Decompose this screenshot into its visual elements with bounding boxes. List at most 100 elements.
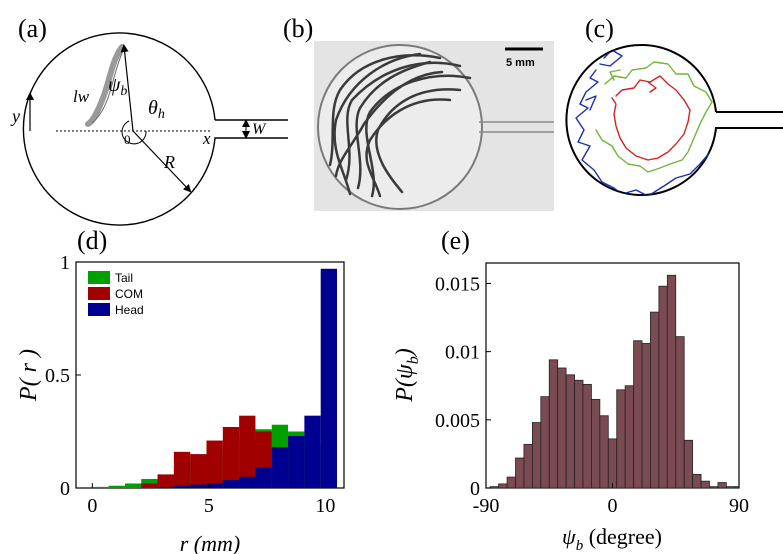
d-ytick-label-2: 1	[60, 252, 70, 274]
bar-head-13	[304, 415, 321, 488]
chart-d-xticks: 0 5 10	[87, 483, 335, 517]
chart-e-yticks: 0 0.005 0.01 0.015	[435, 273, 491, 500]
psi-bar-25	[700, 480, 710, 489]
W-label: W	[252, 121, 267, 138]
psi-bar-17	[633, 340, 643, 489]
e-xtick-label-2: 90	[729, 495, 749, 517]
d-xtick-label-2: 10	[315, 495, 335, 517]
R-arrow	[132, 130, 192, 193]
bar-com-8	[222, 426, 240, 488]
bar-head-8	[222, 480, 240, 488]
bar-head-7	[206, 483, 223, 488]
photo-channel	[479, 121, 554, 133]
bar-com-5	[173, 451, 191, 488]
bar-head-4	[157, 486, 174, 488]
psi-bar-7	[548, 359, 559, 489]
chamber-outline	[22, 32, 288, 226]
psi-bar-27	[717, 482, 727, 489]
psi-bar-0	[489, 486, 500, 489]
psi-bar-9	[565, 374, 575, 489]
psi-bar-11	[582, 383, 592, 489]
theta-label: θh	[148, 97, 165, 122]
tail-trajectory	[595, 61, 713, 173]
bar-com-4	[157, 474, 174, 488]
worm-body-outline	[91, 46, 126, 124]
psi-bar-12	[591, 398, 601, 489]
psi-bar-13	[599, 415, 609, 489]
chart-e-ylabel: P(ψb)	[392, 348, 422, 403]
d-ytick-label-1: 0.5	[45, 365, 70, 387]
psi-bar-1	[498, 483, 508, 489]
psi-bar-21	[666, 274, 677, 489]
bar-com-6	[190, 454, 207, 488]
bar-head-5	[173, 485, 191, 488]
e-ytick-label-3: 0.015	[435, 273, 480, 295]
d-ytick-label-0: 0	[60, 478, 70, 500]
psi-label: ψb	[108, 74, 127, 99]
psi-bar-5	[531, 422, 542, 489]
chamber-c-outline	[565, 44, 783, 196]
psi-bar-16	[624, 385, 634, 489]
bar-head-12	[288, 436, 305, 488]
d-xtick-label-1: 5	[204, 495, 214, 517]
bar-head-10	[255, 467, 272, 488]
legend-label-head: Head	[115, 303, 144, 317]
bar-com-3	[141, 483, 158, 488]
legend-swatch-head	[88, 303, 110, 316]
psi-bar-28	[725, 486, 736, 489]
bar-tail-1	[108, 485, 125, 488]
chart-d-bars	[92, 268, 338, 488]
chart-e-xlabel: ψb (degree)	[562, 524, 662, 554]
e-xtick-label-0: -90	[473, 495, 500, 517]
com-trajectory	[611, 75, 691, 161]
e-ytick-label-2: 0.01	[445, 342, 480, 364]
panel-e-label: (e)	[441, 226, 470, 255]
bar-com-9	[239, 415, 256, 488]
psi-bar-19	[650, 311, 660, 489]
psi-bar-24	[692, 473, 702, 489]
e-xtick-label-1: 0	[608, 495, 618, 517]
psi-bar-26	[709, 486, 719, 489]
bar-tail-3	[141, 478, 158, 488]
axis-y-label: y	[10, 106, 20, 126]
panel-c-label: (c)	[585, 14, 614, 43]
worm-body	[85, 44, 125, 127]
panel-c: (c)	[565, 14, 783, 196]
chart-e-bars	[489, 274, 740, 489]
legend-swatch-tail	[88, 271, 110, 284]
psi-bar-8	[557, 367, 567, 489]
psi-bar-18	[641, 343, 651, 489]
e-ytick-label-1: 0.005	[435, 410, 480, 432]
scale-bar-label: 5 mm	[506, 57, 535, 69]
axis-x-label: x	[202, 129, 211, 148]
chart-d-legend: Tail COM Head	[88, 271, 144, 317]
chart-d-xlabel: r (mm)	[180, 531, 241, 554]
bar-head-14	[320, 268, 338, 488]
panel-b-label: (b)	[283, 14, 313, 43]
psi-bar-22	[675, 336, 685, 489]
bar-head-11	[271, 447, 289, 488]
psi-bar-20	[658, 285, 668, 489]
head-trajectory	[575, 49, 717, 195]
psi-bar-10	[574, 379, 584, 489]
chart-d-ylabel: P( r )	[16, 349, 42, 402]
psi-bar-2	[506, 476, 516, 489]
origin-label: 0	[124, 132, 131, 147]
panel-a: (a) y R θh ψb lw 0 x W	[10, 14, 288, 226]
bar-head-6	[190, 484, 207, 488]
photo-worm-tracks	[328, 52, 472, 198]
legend-label-tail: Tail	[115, 271, 133, 285]
lw-label: lw	[73, 87, 90, 106]
psi-bar-23	[683, 439, 694, 489]
bar-tail-2	[124, 483, 142, 488]
panel-a-label: (a)	[18, 14, 47, 43]
e-ytick-label-0: 0	[470, 478, 480, 500]
psi-bar-14	[607, 438, 618, 489]
photo-chamber	[317, 44, 483, 210]
bar-head-9	[239, 476, 256, 488]
R-label: R	[163, 152, 175, 172]
psi-bar-15	[616, 389, 626, 489]
